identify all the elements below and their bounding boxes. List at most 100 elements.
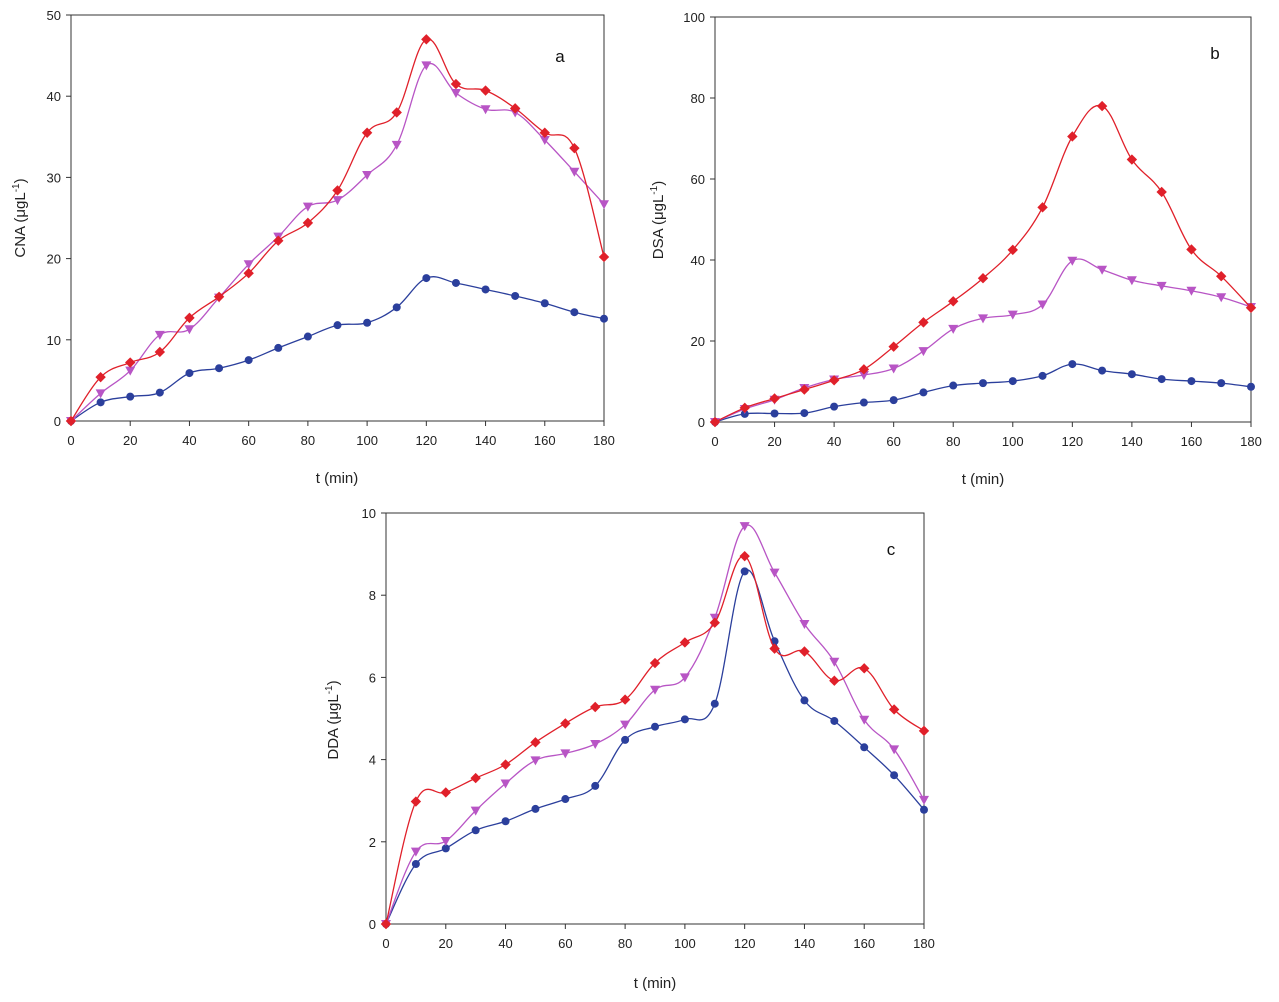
- data-point-magenta: [1126, 276, 1137, 286]
- data-point-blue: [979, 379, 987, 388]
- data-point-blue: [919, 388, 928, 397]
- data-point-red: [1067, 131, 1078, 142]
- series-line-blue: [714, 363, 1252, 423]
- data-point-blue: [860, 743, 869, 752]
- data-point-red: [829, 675, 840, 686]
- axis-ticks: 0 20 40 60 80 100 120 140 160 180 0 20 40 60 80 100: [683, 10, 1262, 449]
- series-group: [65, 34, 610, 427]
- data-point-red: [1096, 100, 1108, 112]
- data-point-blue: [215, 364, 224, 373]
- data-point-red: [948, 296, 959, 307]
- y-tick-label: 10: [47, 333, 61, 348]
- x-tick-label: 0: [711, 434, 718, 449]
- x-tick-label: 120: [415, 433, 437, 448]
- chart-panel-a: 0 20 40 60 80 100 120 140 160 180 0 10 20 30 40 50 t (m…: [11, 8, 615, 487]
- data-point-magenta: [1067, 256, 1078, 266]
- data-point-red: [421, 34, 432, 45]
- y-tick-label: 2: [369, 835, 376, 850]
- data-point-blue: [1187, 377, 1196, 386]
- data-point-red: [560, 718, 571, 729]
- data-point-magenta: [440, 836, 451, 846]
- data-point-red: [590, 701, 601, 713]
- data-point-blue: [710, 699, 719, 708]
- data-point-magenta: [889, 745, 900, 755]
- data-point-blue: [274, 343, 283, 352]
- data-point-blue: [392, 303, 401, 312]
- data-point-magenta: [500, 779, 511, 789]
- data-point-blue: [1217, 379, 1226, 388]
- data-point-blue: [859, 398, 868, 407]
- data-point-magenta: [450, 88, 461, 98]
- data-point-magenta: [1156, 281, 1167, 291]
- data-point-magenta: [918, 347, 929, 357]
- data-point-blue: [471, 826, 480, 835]
- data-point-blue: [451, 278, 460, 287]
- data-point-magenta: [888, 364, 899, 374]
- data-point-red: [709, 416, 721, 428]
- data-point-magenta: [1037, 300, 1048, 310]
- data-point-red: [799, 384, 810, 395]
- data-point-blue: [333, 321, 342, 330]
- data-point-magenta: [599, 200, 609, 210]
- y-tick-label: 50: [47, 8, 61, 23]
- x-tick-label: 140: [794, 936, 816, 951]
- data-point-blue: [411, 859, 420, 868]
- series-line-red: [70, 38, 605, 422]
- data-point-red: [1037, 202, 1048, 213]
- x-tick-label: 60: [886, 434, 900, 449]
- data-point-blue: [570, 308, 579, 317]
- x-tick-label: 180: [1240, 434, 1262, 449]
- data-point-red: [619, 694, 631, 705]
- data-point-red: [1007, 244, 1018, 256]
- data-point-magenta: [1097, 265, 1108, 275]
- data-point-blue: [591, 781, 600, 790]
- data-point-magenta: [1007, 310, 1018, 320]
- data-point-blue: [890, 771, 899, 780]
- data-point-red: [977, 273, 989, 284]
- y-tick-label: 10: [362, 506, 376, 521]
- series-group: [380, 522, 930, 930]
- data-point-red: [530, 737, 541, 748]
- data-point-blue: [155, 388, 164, 397]
- data-point-magenta: [739, 522, 750, 532]
- x-axis-title: t (min): [962, 471, 1005, 488]
- data-point-magenta: [391, 140, 402, 150]
- data-point-red: [213, 291, 225, 302]
- data-point-red: [1216, 271, 1227, 282]
- data-point-magenta: [590, 739, 601, 749]
- y-tick-label: 0: [369, 917, 376, 932]
- data-point-red: [709, 617, 720, 628]
- data-point-red: [1126, 154, 1138, 165]
- series-group: [709, 100, 1257, 428]
- x-tick-label: 160: [534, 433, 556, 448]
- data-point-blue: [889, 396, 898, 405]
- data-point-magenta: [858, 371, 869, 381]
- data-point-blue: [800, 409, 809, 418]
- x-tick-label: 180: [593, 433, 615, 448]
- data-point-red: [302, 217, 314, 229]
- data-point-magenta: [829, 657, 840, 667]
- data-point-blue: [126, 392, 135, 401]
- data-point-red: [410, 796, 422, 807]
- y-axis-title: DSA (μgL-1): [649, 181, 667, 259]
- data-point-blue: [621, 735, 630, 744]
- data-point-blue: [600, 314, 608, 323]
- data-point-red: [380, 918, 392, 930]
- data-point-red: [888, 704, 900, 715]
- data-point-blue: [422, 274, 431, 283]
- data-point-blue: [501, 817, 510, 826]
- data-point-red: [440, 787, 451, 798]
- data-point-magenta: [650, 685, 660, 695]
- series-line-blue: [385, 569, 925, 925]
- data-point-red: [361, 127, 373, 138]
- data-point-blue: [1157, 375, 1166, 384]
- data-point-magenta: [410, 847, 421, 857]
- data-point-red: [500, 759, 511, 770]
- data-point-blue: [303, 332, 312, 341]
- data-point-blue: [800, 696, 809, 705]
- data-point-blue: [651, 722, 659, 731]
- x-axis-title: t (min): [634, 975, 677, 992]
- x-tick-label: 60: [241, 433, 255, 448]
- data-point-red: [799, 646, 810, 657]
